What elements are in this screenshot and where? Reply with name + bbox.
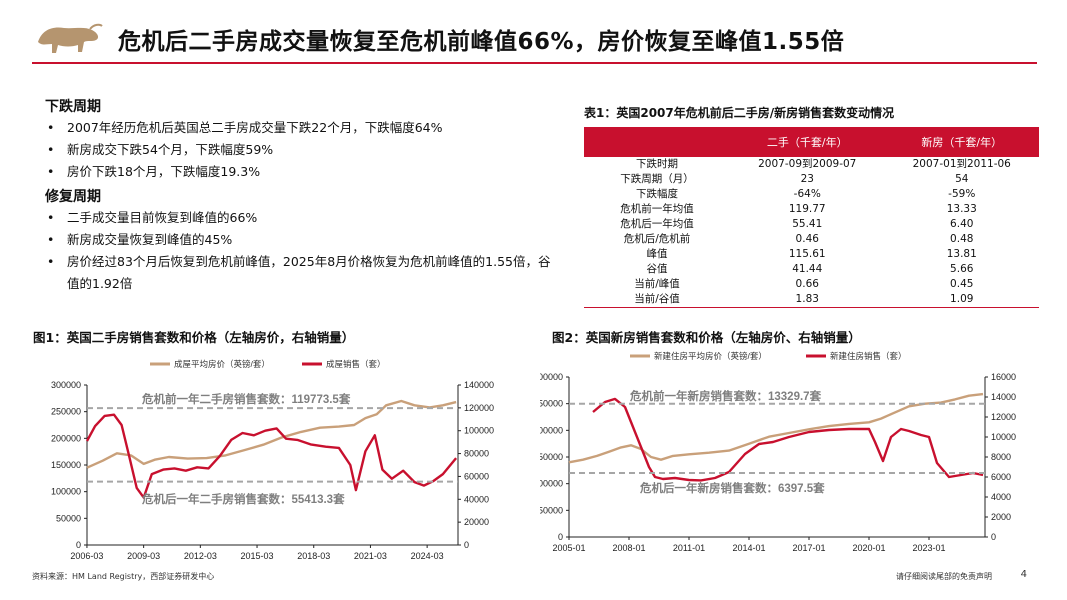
right-tick-label: 8000 — [991, 452, 1011, 462]
left-tick-label: 200000 — [540, 425, 563, 435]
price-series-line — [568, 392, 984, 464]
legend-label-price: 成屋平均房价（英镑/套） — [174, 359, 270, 369]
right-tick-label: 16000 — [991, 372, 1016, 382]
right-tick-label: 20000 — [464, 517, 489, 527]
list-item: 房价经过83个月后恢复到危机前峰值，2025年8月价格恢复为危机前峰值的1.55… — [45, 251, 555, 295]
left-tick-label: 100000 — [540, 479, 563, 489]
table-row: 下跌时期 2007-09到2009-07 2007-01到2011-06 — [636, 158, 1011, 170]
sales-series-line — [592, 397, 984, 482]
legend-label-sales: 新建住房销售（套） — [830, 351, 907, 361]
right-tick-label: 0 — [464, 540, 469, 550]
table-row: 危机后/危机前 0.46 0.48 — [623, 233, 974, 245]
right-tick-label: 100000 — [464, 426, 494, 436]
data-table: 二手（千套/年） 新房（千套/年） 下跌时期 2007-09到2009-07 200… — [584, 127, 1039, 308]
post-crisis-ref-label: 危机后一年二手房销售套数：55413.3套 — [141, 492, 345, 506]
pre-crisis-ref-label: 危机前一年新房销售套数：13329.7套 — [629, 389, 822, 403]
sales-series-line — [85, 413, 458, 499]
left-tick-label: 50000 — [56, 513, 81, 523]
x-tick-label: 2006-03 — [70, 551, 103, 561]
recovery-list: 二手成交量目前恢复到峰值的66% 新房成交量恢复到峰值的45% 房价经过83个月… — [45, 207, 555, 295]
decline-heading: 下跌周期 — [45, 99, 101, 115]
right-tick-label: 60000 — [464, 471, 489, 481]
table-row: 下跌幅度 -64% -59% — [636, 188, 976, 200]
decline-list: 2007年经历危机后英国总二手房成交量下跌22个月，下跌幅度64% 新房成交下跌… — [45, 117, 545, 183]
left-tick-label: 0 — [558, 532, 563, 542]
x-tick-label: 2021-03 — [354, 551, 387, 561]
recovery-heading: 修复周期 — [45, 189, 101, 205]
right-tick-label: 120000 — [464, 403, 494, 413]
left-tick-label: 300000 — [51, 380, 81, 390]
x-tick-label: 2012-03 — [184, 551, 217, 561]
post-crisis-ref-label: 危机后一年新房销售套数：6397.5套 — [639, 481, 825, 495]
left-tick-label: 0 — [76, 540, 81, 550]
x-tick-label: 2015-03 — [241, 551, 274, 561]
right-tick-label: 0 — [991, 532, 996, 542]
right-tick-label: 12000 — [991, 412, 1016, 422]
price-series-line — [86, 399, 457, 469]
table-row: 下跌周期（月） 23 54 — [620, 173, 969, 185]
legend-label-price: 新建住房平均房价（英镑/套） — [654, 351, 767, 361]
left-tick-label: 100000 — [51, 487, 81, 497]
right-tick-label: 2000 — [991, 512, 1011, 522]
list-item: 二手成交量目前恢复到峰值的66% — [45, 207, 555, 229]
title-divider — [32, 62, 1037, 64]
x-tick-label: 2023-01 — [912, 543, 945, 553]
page-title: 危机后二手房成交量恢复至危机前峰值66%，房价恢复至峰值1.55倍 — [118, 29, 845, 55]
left-tick-label: 200000 — [51, 433, 81, 443]
list-item: 新房成交下跌54个月，下跌幅度59% — [45, 139, 545, 161]
x-tick-label: 2020-01 — [852, 543, 885, 553]
disclaimer-note: 请仔细阅读尾部的免责声明 — [896, 572, 992, 581]
left-tick-label: 150000 — [51, 460, 81, 470]
right-tick-label: 4000 — [991, 492, 1011, 502]
list-item: 新房成交量恢复到峰值的45% — [45, 229, 555, 251]
chart2-title: 图2：英国新房销售套数和价格（左轴房价、右轴销量） — [552, 330, 861, 345]
table-row: 谷值 41.44 5.66 — [646, 263, 974, 275]
pre-crisis-ref-label: 危机前一年二手房销售套数：119773.5套 — [141, 392, 351, 406]
left-tick-label: 50000 — [540, 505, 563, 515]
x-tick-label: 2005-01 — [552, 543, 585, 553]
table-row: 当前/峰值 0.66 0.45 — [634, 278, 974, 290]
left-tick-label: 250000 — [540, 399, 563, 409]
chart2-svg: 新建住房平均房价（英镑/套）新建住房销售（套）05000010000015000… — [540, 351, 1016, 553]
x-tick-label: 2024-03 — [411, 551, 444, 561]
right-tick-label: 140000 — [464, 380, 494, 390]
table-row: 危机前一年均值 119.77 13.33 — [620, 203, 977, 215]
list-item: 2007年经历危机后英国总二手房成交量下跌22个月，下跌幅度64% — [45, 117, 545, 139]
source-note: 资料来源：HM Land Registry，西部证券研发中心 — [32, 572, 215, 581]
table-header — [584, 127, 730, 157]
list-item: 房价下跌18个月，下跌幅度19.3% — [45, 161, 545, 183]
x-tick-label: 2009-03 — [127, 551, 160, 561]
table-header: 新房（千套/年） — [884, 127, 1039, 157]
page-number: 4 — [1020, 569, 1027, 580]
x-tick-label: 2008-01 — [612, 543, 645, 553]
left-tick-label: 250000 — [51, 407, 81, 417]
right-tick-label: 14000 — [991, 392, 1016, 402]
right-tick-label: 10000 — [991, 432, 1016, 442]
x-tick-label: 2017-01 — [792, 543, 825, 553]
right-tick-label: 40000 — [464, 494, 489, 504]
table-row: 危机后一年均值 55.41 6.40 — [620, 218, 974, 230]
left-tick-label: 150000 — [540, 452, 563, 462]
table-header: 二手（千套/年） — [730, 127, 885, 157]
x-tick-label: 2011-01 — [673, 543, 705, 553]
legend-label-sales: 成屋销售（套） — [326, 359, 386, 369]
right-tick-label: 80000 — [464, 449, 489, 459]
x-tick-label: 2018-03 — [297, 551, 330, 561]
table-title: 表1：英国2007年危机前后二手房/新房销售套数变动情况 — [584, 106, 895, 120]
x-tick-label: 2014-01 — [732, 543, 765, 553]
right-tick-label: 6000 — [991, 472, 1011, 482]
left-tick-label: 300000 — [540, 372, 563, 382]
bull-logo-icon — [38, 23, 103, 53]
chart1-title: 图1：英国二手房销售套数和价格（左轴房价，右轴销量） — [33, 330, 355, 345]
chart1-svg: 成屋平均房价（英镑/套） 成屋销售（套） 0 50000 100000 150000 200… — [51, 359, 494, 561]
table-row: 峰值 115.61 13.81 — [646, 248, 977, 260]
table-row: 当前/谷值 1.83 1.09 — [584, 292, 1039, 308]
